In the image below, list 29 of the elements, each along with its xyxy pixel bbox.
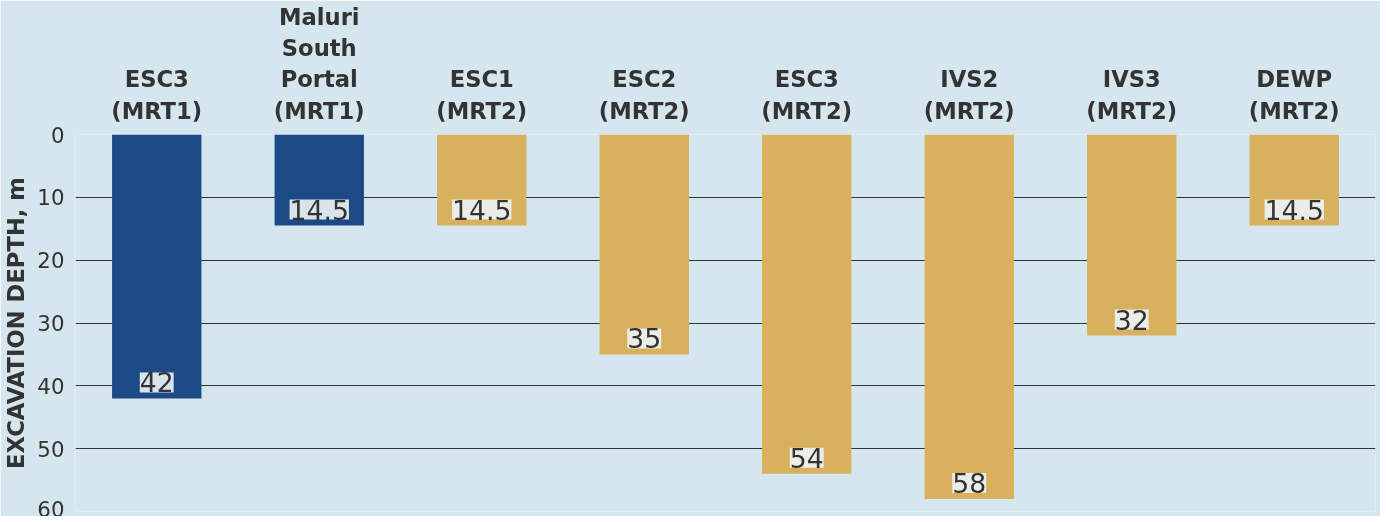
- x-tick-label: Maluri South Portal (MRT1): [273, 3, 365, 124]
- y-axis-title: EXCAVATION DEPTH, m: [3, 177, 30, 469]
- data-label: 42: [139, 367, 174, 399]
- y-tick-label: 40: [37, 373, 65, 399]
- y-tick-label: 60: [37, 496, 65, 522]
- x-tick-label: DEWP (MRT2): [1248, 66, 1340, 124]
- bar: [599, 134, 689, 355]
- y-tick-label: 0: [50, 122, 65, 148]
- x-tick-label: ESC3 (MRT2): [761, 66, 853, 124]
- x-tick-label: IVS3 (MRT2): [1086, 66, 1178, 124]
- y-tick-label: 50: [37, 436, 65, 462]
- x-tick-label: ESC3 (MRT1): [111, 66, 203, 124]
- x-tick-label: ESC2 (MRT2): [598, 66, 690, 124]
- data-label: 14.5: [289, 194, 349, 226]
- data-label: 35: [627, 323, 662, 355]
- bar: [762, 134, 852, 474]
- bar: [1087, 134, 1177, 336]
- x-tick-label: ESC1 (MRT2): [436, 66, 528, 124]
- data-label: 54: [789, 442, 824, 474]
- data-label: 58: [952, 467, 987, 499]
- y-tick-label: 20: [37, 248, 65, 274]
- y-tick-label: 30: [37, 311, 65, 336]
- bar: [112, 134, 202, 399]
- data-label: 14.5: [1264, 194, 1324, 226]
- x-tick-label: IVS2 (MRT2): [923, 66, 1015, 124]
- y-tick-label: 10: [37, 185, 65, 211]
- bar: [924, 134, 1014, 499]
- data-label: 32: [1114, 304, 1149, 336]
- data-label: 14.5: [452, 194, 512, 226]
